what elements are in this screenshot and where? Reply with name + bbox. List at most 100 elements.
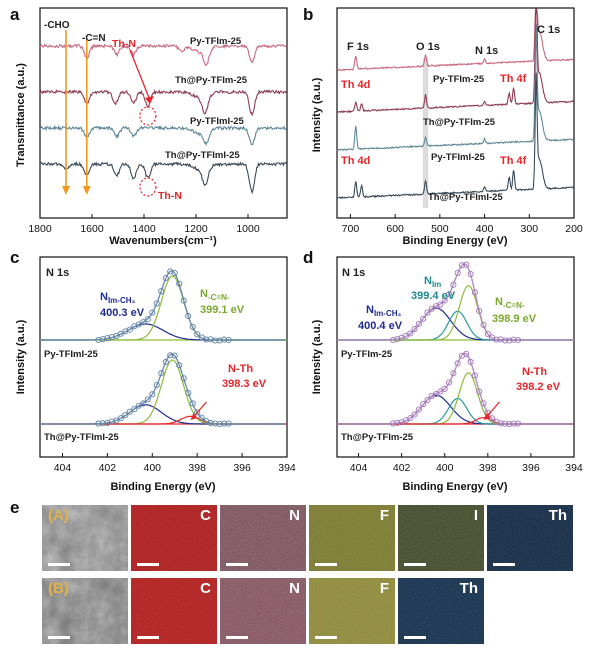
scale-bar [137, 563, 159, 566]
xtick-label: 400 [144, 462, 162, 474]
data-point [497, 336, 504, 343]
data-point [207, 419, 214, 427]
data-point [95, 420, 102, 427]
data-point [445, 291, 453, 298]
data-point [480, 321, 487, 328]
data-point [185, 312, 192, 320]
scale-bar [48, 563, 70, 566]
xtick-label: 300 [521, 223, 539, 235]
panel-c-traces [40, 268, 287, 427]
panel-c-ncn-label: N-C=N- [200, 288, 230, 302]
data-point [411, 325, 418, 333]
marker-arrowhead [82, 186, 91, 195]
panel-c-letter: c [10, 248, 19, 267]
panel-c-upper-sample: Py-TFImI-25 [44, 349, 99, 360]
data-point [471, 372, 478, 379]
scale-bar [226, 636, 248, 639]
ftir-trace-4 [39, 160, 287, 195]
data-point [441, 385, 448, 392]
panel-a-traces [39, 42, 287, 195]
xtick-label: 394 [278, 462, 296, 474]
data-point [140, 319, 147, 326]
panel-d-xticks: 404 402 400 398 396 394 [350, 453, 583, 474]
panel-e-letter: e [10, 498, 19, 517]
panel-d-plot: 404 402 400 398 396 394 Binding Energy (eV) I… [311, 256, 583, 493]
panel-a-trace-label-4: Th@Py-TFImI-25 [165, 150, 240, 161]
panel-c-title: N 1s [46, 267, 69, 279]
panel-b-letter: b [303, 5, 313, 24]
xtick-label: 396 [233, 462, 251, 474]
data-point [104, 335, 111, 342]
scale-bar [315, 636, 337, 639]
data-point [221, 336, 228, 343]
xps-trace-3 [336, 24, 575, 152]
fit-envelope [337, 263, 573, 341]
data-point [225, 420, 232, 427]
panel-b-traces [336, 8, 575, 199]
thn-arrow [129, 49, 151, 101]
xtick-label: 1000 [236, 223, 260, 235]
map-b-c: C [131, 578, 217, 644]
data-point [476, 307, 483, 315]
data-point [153, 382, 160, 389]
data-point [510, 336, 517, 343]
data-point [122, 412, 129, 419]
fit-component [337, 416, 573, 425]
xtick-label: 402 [393, 462, 411, 474]
data-point [394, 419, 401, 427]
xtick-label: 1400 [132, 223, 156, 235]
panel-b-n1s: N 1s [475, 45, 498, 57]
map-a-n: N [220, 505, 306, 571]
data-point [497, 420, 504, 427]
data-point [180, 297, 187, 304]
data-point [407, 330, 414, 337]
data-point [194, 331, 201, 338]
panel-d-frame [336, 256, 575, 458]
xtick-label: 700 [342, 223, 360, 235]
xtick-label: 398 [479, 462, 497, 474]
nth-arrowhead [483, 413, 491, 420]
data-point [415, 320, 422, 327]
data-point [171, 270, 178, 277]
data-point [158, 288, 165, 295]
panel-b-trace-label-4: Th@Py-TFImI-25 [428, 192, 503, 203]
ftir-trace-2 [39, 88, 287, 117]
fit-envelope [40, 270, 286, 341]
map-a-th: Th [487, 505, 573, 571]
map-a-f-label: F [379, 507, 389, 524]
data-point [198, 414, 205, 421]
data-point [194, 409, 201, 416]
data-point [221, 420, 228, 427]
xtick-label: 396 [522, 462, 540, 474]
data-point [514, 420, 522, 427]
data-point [506, 420, 513, 428]
map-a-i-label: I [473, 507, 478, 524]
data-point [108, 418, 115, 425]
data-point [463, 350, 470, 357]
xtick-label: 404 [54, 462, 72, 474]
data-point [171, 352, 178, 359]
xtick-label: 600 [386, 223, 404, 235]
data-point [493, 336, 500, 343]
map-b-n: N [220, 578, 306, 644]
sem-image-a: (A) [42, 505, 128, 571]
panel-a-cn-label: -C=N [82, 33, 106, 44]
panel-a-markers [62, 30, 157, 197]
data-point [445, 379, 453, 386]
data-point [144, 396, 151, 403]
panel-a-letter: a [10, 5, 20, 24]
panel-a-trace-label-1: Py-TFIm-25 [190, 36, 242, 47]
data-point [389, 420, 397, 427]
panel-a-trace-label-2: Th@Py-TFIm-25 [175, 75, 248, 86]
panel-c-nimch3-ev: 400.3 eV [100, 307, 145, 319]
map-a-n-label: N [289, 507, 300, 524]
panel-d-nim-label: NIm [424, 275, 441, 289]
data-point [454, 269, 461, 276]
marker-arrowhead [62, 186, 70, 195]
data-point [450, 281, 457, 288]
data-point [420, 315, 427, 322]
data-point [407, 415, 414, 422]
scale-bar [137, 636, 159, 639]
xtick-label: 1600 [80, 223, 104, 235]
